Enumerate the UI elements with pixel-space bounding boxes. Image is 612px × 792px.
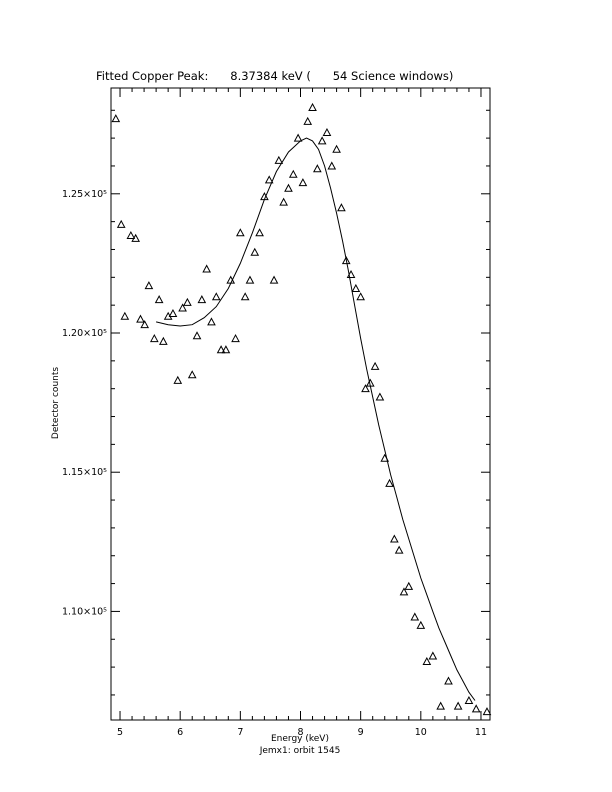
data-point — [327, 161, 337, 170]
x-tick-labels: 5 6 7 8 9 10 11 — [117, 727, 487, 738]
data-point — [149, 334, 159, 343]
data-point — [245, 275, 255, 284]
axis-ticks — [111, 88, 490, 720]
data-point — [154, 295, 164, 304]
data-point — [236, 228, 245, 237]
data-point — [274, 155, 284, 164]
data-point — [303, 116, 313, 125]
data-point — [298, 178, 308, 187]
data-point — [284, 183, 293, 192]
x-tick-label: 8 — [297, 727, 303, 738]
data-point — [471, 704, 481, 713]
data-point — [240, 292, 250, 301]
data-point — [341, 256, 351, 265]
data-point — [313, 164, 322, 173]
x-tick-label: 10 — [415, 727, 427, 738]
data-point — [332, 144, 341, 153]
data-point — [399, 587, 409, 596]
data-point — [173, 375, 183, 384]
data-point — [380, 453, 390, 462]
data-point — [111, 114, 121, 123]
data-point — [126, 231, 136, 240]
data-point — [416, 620, 426, 629]
chart-title: Fitted Copper Peak: 8.37384 keV ( 54 Sci… — [96, 69, 453, 83]
data-point — [226, 275, 236, 284]
data-point — [168, 308, 178, 318]
data-point — [410, 612, 420, 621]
data-point — [375, 392, 385, 401]
data-point — [255, 228, 264, 237]
data-point — [207, 317, 216, 326]
data-point — [288, 169, 298, 178]
data-point — [197, 295, 207, 304]
data-point — [356, 292, 365, 301]
data-point — [317, 136, 327, 145]
data-point — [144, 281, 154, 290]
data-point — [346, 269, 356, 279]
data-point — [436, 701, 446, 710]
data-point — [269, 275, 279, 284]
data-point — [422, 656, 432, 666]
data-point — [453, 701, 463, 710]
data-point — [361, 384, 370, 393]
y-tick-label: 1.20×10⁵ — [62, 328, 107, 339]
data-point — [390, 534, 399, 543]
data-point — [187, 370, 197, 379]
y-tick-label: 1.15×10⁵ — [62, 467, 107, 478]
data-point — [231, 334, 240, 343]
y-tick-labels: 1.10×10⁵ 1.15×10⁵ 1.20×10⁵ 1.25×10⁵ — [62, 189, 107, 618]
x-tick-label: 5 — [117, 727, 123, 738]
data-point — [351, 283, 361, 292]
data-point — [385, 478, 394, 487]
data-point — [365, 378, 375, 387]
x-tick-label: 11 — [475, 727, 487, 738]
x-axis-label: Energy (keV) — [271, 734, 329, 744]
data-points — [111, 102, 492, 716]
data-point — [264, 175, 274, 184]
data-point — [211, 292, 221, 301]
x-tick-label: 7 — [237, 727, 243, 738]
data-point — [183, 297, 192, 306]
data-point — [464, 695, 474, 705]
y-tick-label: 1.25×10⁵ — [62, 189, 107, 200]
data-point — [279, 197, 288, 206]
data-point — [428, 651, 438, 660]
data-point — [444, 676, 453, 685]
fit-curve — [155, 137, 476, 701]
data-point — [250, 247, 260, 256]
data-point — [221, 345, 231, 354]
data-point — [202, 264, 211, 273]
data-point — [260, 192, 269, 201]
data-point — [159, 336, 168, 345]
y-axis-label: Detector counts — [51, 367, 61, 439]
data-point — [394, 545, 404, 554]
data-point — [216, 345, 226, 354]
data-point — [404, 581, 414, 590]
data-point — [178, 303, 187, 312]
data-point — [308, 102, 317, 111]
data-point — [482, 707, 492, 716]
x-tick-label: 9 — [358, 727, 364, 738]
data-point — [293, 133, 303, 142]
x-tick-label: 6 — [177, 727, 183, 738]
footer-label: Jemx1: orbit 1545 — [259, 746, 341, 756]
data-point — [322, 127, 332, 137]
data-point — [131, 233, 141, 242]
data-point — [140, 320, 150, 329]
y-tick-label: 1.10×10⁵ — [62, 606, 107, 617]
data-point — [192, 331, 202, 340]
data-point — [370, 361, 380, 370]
data-point — [337, 203, 346, 212]
data-point — [136, 314, 145, 323]
data-point — [120, 311, 130, 320]
data-point — [116, 219, 126, 228]
